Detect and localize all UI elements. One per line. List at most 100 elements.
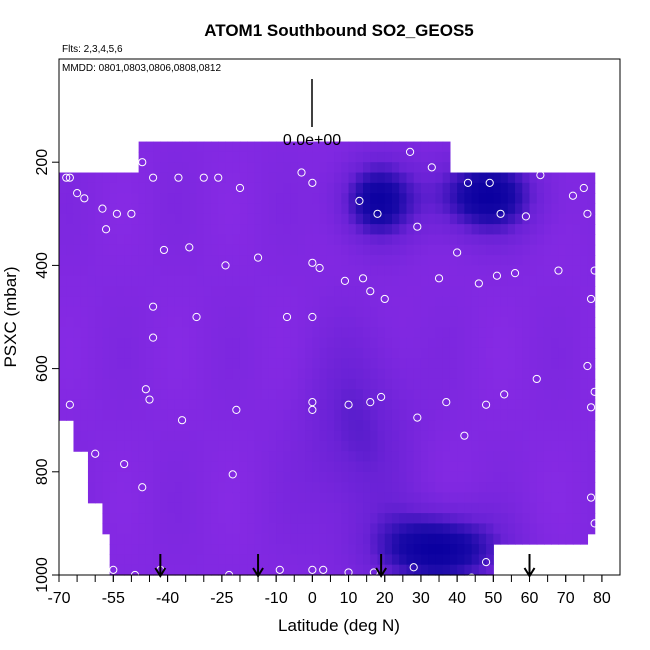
heatmap-cell <box>66 286 75 297</box>
sample-point-marker <box>463 178 473 187</box>
heatmap-cell <box>211 286 219 297</box>
heatmap-cell <box>500 203 509 215</box>
heatmap-cell <box>116 440 125 452</box>
heatmap-cell <box>413 317 422 328</box>
heatmap-cell <box>478 265 487 277</box>
heatmap-cell <box>218 461 227 473</box>
heatmap-cell <box>167 513 176 524</box>
heatmap-cell <box>305 513 313 524</box>
heatmap-cell <box>116 172 125 184</box>
sample-point-marker <box>554 266 563 275</box>
heatmap-cell <box>478 523 487 535</box>
heatmap-cell <box>341 172 350 184</box>
heatmap-cell <box>580 317 589 328</box>
heatmap-cell <box>189 224 198 236</box>
heatmap-cell <box>435 564 444 576</box>
heatmap-cell <box>297 244 306 256</box>
heatmap-cell <box>355 275 364 287</box>
heatmap-cell <box>203 265 212 277</box>
heatmap-cell <box>558 368 567 380</box>
heatmap-cell <box>153 368 161 380</box>
heatmap-cell <box>167 471 176 483</box>
heatmap-cell <box>457 193 465 205</box>
heatmap-cell <box>116 399 125 411</box>
heatmap-cell <box>167 409 176 421</box>
heatmap-cell <box>543 275 552 287</box>
heatmap-cell <box>507 296 516 308</box>
heatmap-cell <box>507 358 516 370</box>
heatmap-cell <box>326 378 335 390</box>
heatmap-cell <box>167 141 176 153</box>
heatmap-cell <box>363 151 371 163</box>
heatmap-cell <box>276 523 285 535</box>
heatmap-cell <box>203 502 212 514</box>
heatmap-cell <box>326 182 335 194</box>
heatmap-cell <box>515 440 523 452</box>
heatmap-cell <box>500 275 509 287</box>
heatmap-cell <box>587 420 596 432</box>
heatmap-cell <box>413 378 422 390</box>
heatmap-cell <box>334 430 342 442</box>
heatmap-cell <box>558 337 567 349</box>
heatmap-cell <box>500 244 509 256</box>
heatmap-cell <box>355 378 364 390</box>
heatmap-cell <box>565 502 574 514</box>
heatmap-cell <box>261 244 270 256</box>
heatmap-cell <box>283 141 292 153</box>
heatmap-cell <box>109 533 118 545</box>
heatmap-cell <box>355 337 364 349</box>
heatmap-cell <box>435 430 444 442</box>
heatmap-cell <box>189 141 198 153</box>
heatmap-cell <box>283 368 292 380</box>
heatmap-cell <box>363 451 371 463</box>
heatmap-cell <box>370 378 379 390</box>
heatmap-cell <box>247 296 256 308</box>
heatmap-cell <box>471 244 480 256</box>
heatmap-cell <box>232 461 241 473</box>
heatmap-cell <box>268 234 277 246</box>
heatmap-cell <box>536 378 545 390</box>
heatmap-cell <box>341 420 350 432</box>
heatmap-cell <box>377 451 386 463</box>
heatmap-cell <box>326 347 335 359</box>
heatmap-cell <box>449 564 458 576</box>
heatmap-cell <box>247 368 256 380</box>
heatmap-cell <box>182 224 190 236</box>
heatmap-cell <box>471 451 480 463</box>
heatmap-cell <box>420 461 429 473</box>
heatmap-cell <box>442 244 451 256</box>
heatmap-cell <box>420 296 429 308</box>
heatmap-cell <box>160 399 169 411</box>
heatmap-cell <box>543 502 552 514</box>
heatmap-cell <box>529 337 538 349</box>
heatmap-cell <box>290 554 299 566</box>
heatmap-cell <box>138 440 147 452</box>
heatmap-cell <box>558 317 567 328</box>
heatmap-cell <box>232 440 241 452</box>
heatmap-cell <box>363 430 371 442</box>
heatmap-cell <box>196 482 205 494</box>
heatmap-cell <box>283 234 292 246</box>
heatmap-cell <box>153 440 161 452</box>
heatmap-cell <box>225 409 234 421</box>
heatmap-cell <box>225 564 234 576</box>
heatmap-cell <box>471 337 480 349</box>
heatmap-cell <box>507 193 516 205</box>
heatmap-cell <box>572 193 581 205</box>
heatmap-cell <box>102 172 111 184</box>
heatmap-cell <box>218 213 227 225</box>
heatmap-cell <box>131 317 140 328</box>
dates-note: MMDD: 0801,0803,0806,0808,0812 <box>62 63 221 74</box>
heatmap-cell <box>254 347 263 359</box>
heatmap-cell <box>326 368 335 380</box>
heatmap-cell <box>428 482 437 494</box>
heatmap-cell <box>478 296 487 308</box>
heatmap-cell <box>580 492 589 504</box>
heatmap-cell <box>391 327 400 339</box>
heatmap-cell <box>174 244 183 256</box>
heatmap-cell <box>348 502 357 514</box>
heatmap-cell <box>551 471 560 483</box>
heatmap-cell <box>449 482 458 494</box>
heatmap-cell <box>420 420 429 432</box>
heatmap-cell <box>297 296 306 308</box>
